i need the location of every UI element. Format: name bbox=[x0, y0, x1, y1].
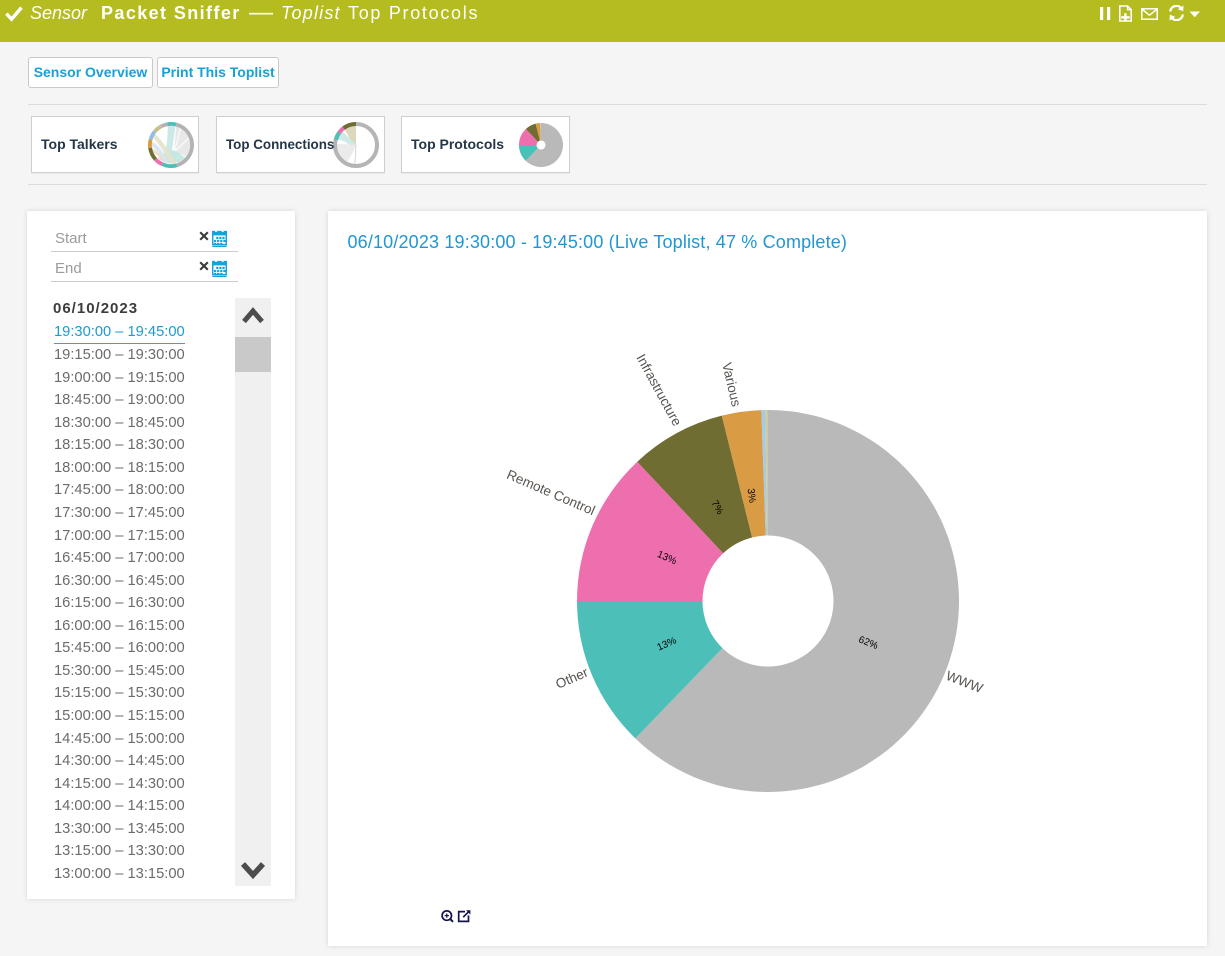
svg-text:Remote Control: Remote Control bbox=[505, 467, 598, 518]
svg-text:3%: 3% bbox=[745, 488, 758, 504]
svg-text:WWW: WWW bbox=[944, 668, 985, 696]
svg-text:Infrastructure: Infrastructure bbox=[633, 351, 684, 428]
svg-text:Various: Various bbox=[719, 361, 744, 408]
svg-text:Other: Other bbox=[553, 664, 590, 691]
